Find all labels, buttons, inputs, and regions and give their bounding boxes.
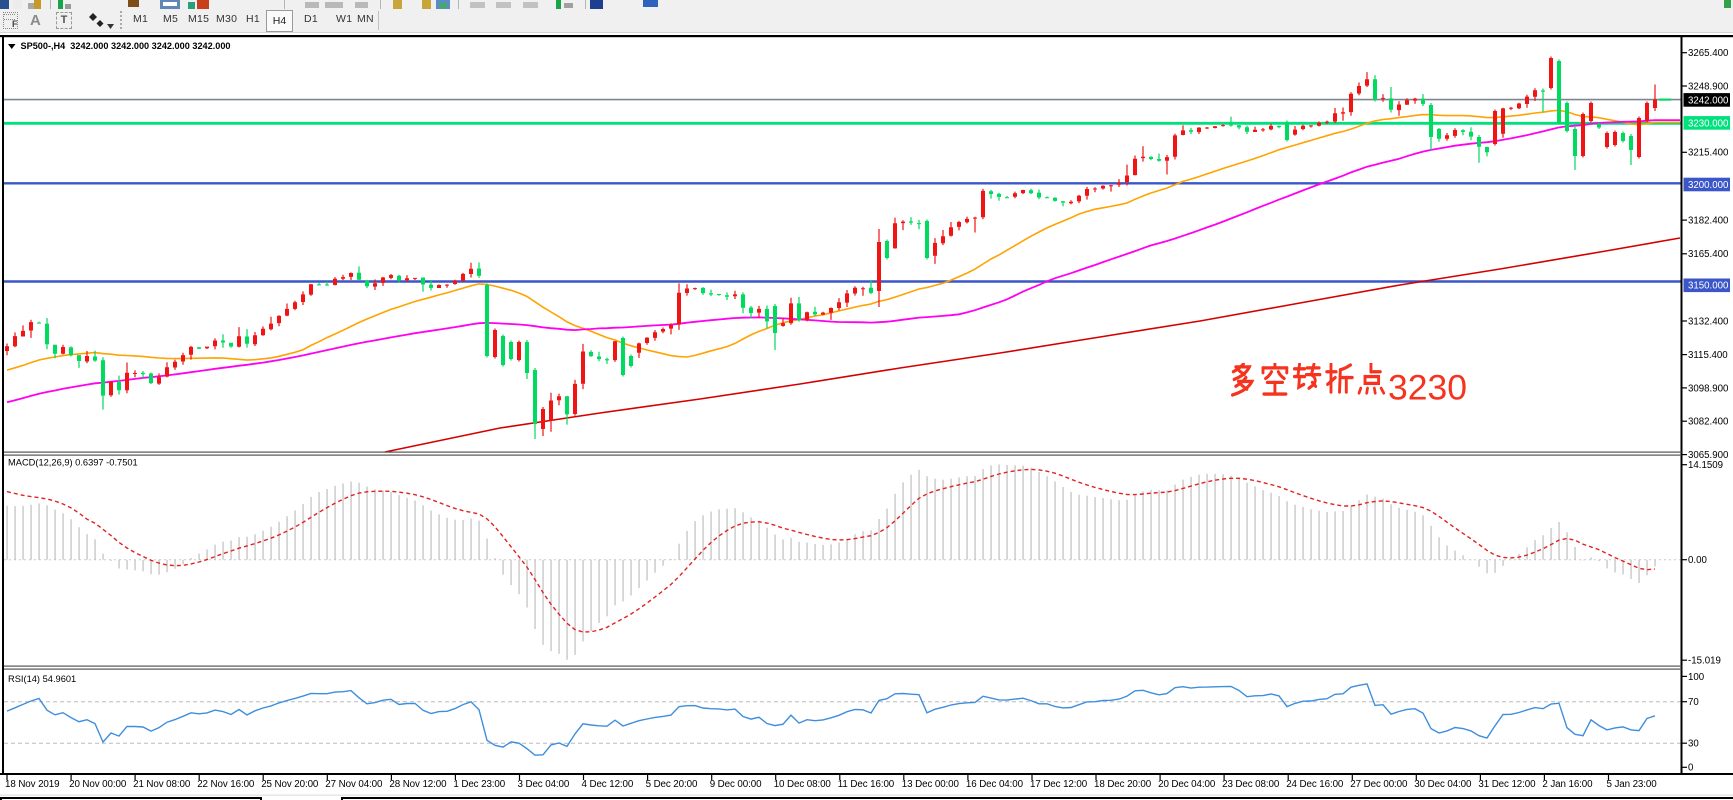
svg-text:3242.000: 3242.000	[1688, 95, 1729, 106]
svg-text:17 Dec 12:00: 17 Dec 12:00	[1030, 779, 1088, 790]
svg-text:RSI(14) 54.9601: RSI(14) 54.9601	[8, 674, 76, 684]
svg-text:3215.400: 3215.400	[1688, 148, 1729, 159]
svg-text:22 Nov 16:00: 22 Nov 16:00	[197, 779, 255, 790]
svg-text:3200.000: 3200.000	[1688, 180, 1729, 191]
svg-text:20 Dec 04:00: 20 Dec 04:00	[1158, 779, 1216, 790]
svg-text:3230.000: 3230.000	[1688, 118, 1729, 129]
svg-text:30 Dec 04:00: 30 Dec 04:00	[1414, 779, 1472, 790]
svg-text:28 Nov 12:00: 28 Nov 12:00	[389, 779, 447, 790]
svg-text:16 Dec 04:00: 16 Dec 04:00	[966, 779, 1024, 790]
svg-text:24 Dec 16:00: 24 Dec 16:00	[1286, 779, 1344, 790]
svg-text:31 Dec 12:00: 31 Dec 12:00	[1478, 779, 1536, 790]
svg-text:3150.000: 3150.000	[1688, 281, 1729, 292]
svg-text:27 Dec 00:00: 27 Dec 00:00	[1350, 779, 1408, 790]
svg-text:3132.400: 3132.400	[1688, 316, 1729, 327]
svg-text:9 Dec 00:00: 9 Dec 00:00	[710, 779, 762, 790]
svg-text:3265.400: 3265.400	[1688, 48, 1729, 59]
svg-text:23 Dec 08:00: 23 Dec 08:00	[1222, 779, 1280, 790]
svg-text:3065.900: 3065.900	[1688, 450, 1729, 461]
svg-text:13 Dec 00:00: 13 Dec 00:00	[902, 779, 960, 790]
svg-text:18 Nov 2019: 18 Nov 2019	[5, 779, 59, 790]
svg-text:5 Dec 20:00: 5 Dec 20:00	[646, 779, 698, 790]
svg-text:3182.400: 3182.400	[1688, 216, 1729, 227]
svg-text:3230: 3230	[1388, 368, 1467, 408]
svg-text:30: 30	[1688, 739, 1699, 750]
svg-text:0: 0	[1688, 763, 1694, 774]
svg-text:5 Jan 23:00: 5 Jan 23:00	[1607, 779, 1658, 790]
svg-text:3098.900: 3098.900	[1688, 383, 1729, 394]
svg-text:3248.900: 3248.900	[1688, 81, 1729, 92]
svg-text:3 Dec 04:00: 3 Dec 04:00	[518, 779, 570, 790]
svg-text:4 Dec 12:00: 4 Dec 12:00	[582, 779, 634, 790]
svg-text:10 Dec 08:00: 10 Dec 08:00	[774, 779, 832, 790]
svg-text:-15.019: -15.019	[1688, 656, 1721, 667]
svg-text:70: 70	[1688, 697, 1699, 708]
svg-text:11 Dec 16:00: 11 Dec 16:00	[838, 779, 895, 790]
svg-text:3165.400: 3165.400	[1688, 249, 1729, 260]
svg-text:MACD(12,26,9) 0.6397 -0.7501: MACD(12,26,9) 0.6397 -0.7501	[8, 458, 138, 468]
svg-text:1 Dec 23:00: 1 Dec 23:00	[453, 779, 505, 790]
svg-text:0.00: 0.00	[1688, 555, 1707, 566]
svg-text:14.1509: 14.1509	[1688, 460, 1723, 471]
svg-text:20 Nov 00:00: 20 Nov 00:00	[69, 779, 127, 790]
svg-text:27 Nov 04:00: 27 Nov 04:00	[325, 779, 383, 790]
svg-text:18 Dec 20:00: 18 Dec 20:00	[1094, 779, 1152, 790]
svg-text:SP500-,H4 3242.000 3242.000 3: SP500-,H4 3242.000 3242.000 3242.000 324…	[21, 41, 231, 51]
svg-text:3115.400: 3115.400	[1688, 350, 1728, 361]
svg-text:100: 100	[1688, 672, 1705, 683]
svg-text:25 Nov 20:00: 25 Nov 20:00	[261, 779, 319, 790]
svg-text:3082.400: 3082.400	[1688, 417, 1729, 428]
svg-text:2 Jan 16:00: 2 Jan 16:00	[1542, 779, 1593, 790]
svg-text:21 Nov 08:00: 21 Nov 08:00	[133, 779, 191, 790]
